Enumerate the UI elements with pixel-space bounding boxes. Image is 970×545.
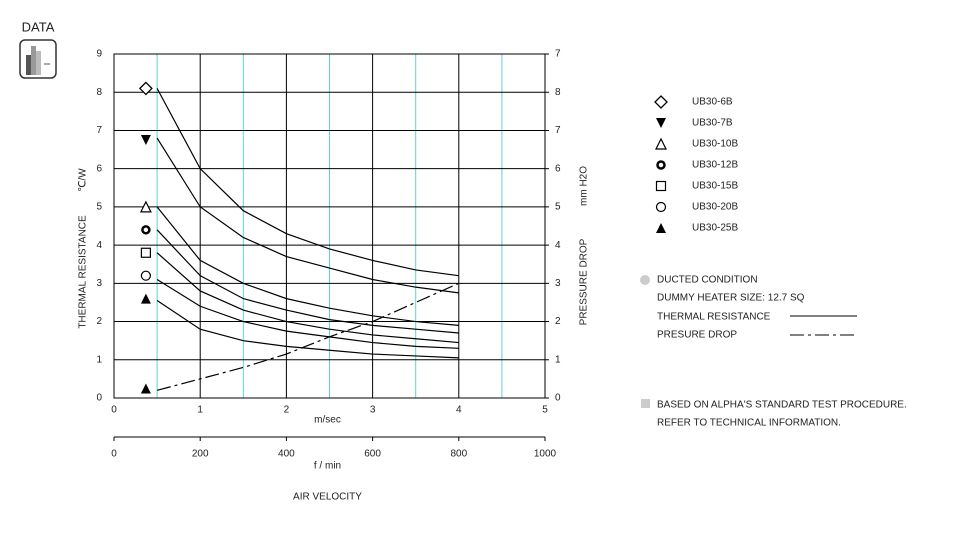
note: REFER TO TECHNICAL INFORMATION. [657,418,841,429]
note: DUMMY HEATER SIZE: 12.7 SQ [657,293,805,304]
data-icon [19,39,57,79]
y-tick-label: 5 [96,202,102,213]
legend-label: UB30-10B [692,139,738,150]
note: BASED ON ALPHA'S STANDARD TEST PROCEDURE… [657,400,907,411]
y2-tick-label: 0 [555,393,561,404]
note: DUCTED CONDITION [657,275,758,286]
note-bullet [641,399,650,408]
x2-tick-label: 0 [111,449,117,460]
plot-frame [113,53,546,399]
legend-label: UB30-20B [692,202,738,213]
y2-tick-label: 4 [555,240,561,251]
x2-tick-label: 600 [364,449,381,460]
legend-label: UB30-15B [692,181,738,192]
legend-label: UB30-7B [692,118,733,129]
x-tick-label: 5 [542,405,548,416]
series-marker [140,247,151,258]
y-tick-label: 2 [96,316,102,327]
axis-title: AIR VELOCITY [293,492,362,503]
series-marker [138,81,153,96]
legend-label: UB30-6B [692,97,733,108]
legend-symbol [655,201,667,213]
series-line [156,300,459,359]
y2-tick-label: 6 [555,163,561,174]
legend-symbol [656,223,666,233]
series-line [156,229,459,334]
y2-axis-label: PRESSURE DROP [579,238,590,325]
y2-tick-label: 5 [555,202,561,213]
y-axis-label: THERMAL RESISTANCE [78,215,89,329]
y-tick-label: 9 [96,49,102,60]
y2-tick-label: 8 [555,87,561,98]
x-axis-label: m/sec [314,415,341,426]
x2-tick-label: 1000 [534,449,557,460]
x2-tick-label: 400 [278,449,295,460]
series-marker [139,200,152,213]
y-tick-label: 8 [96,87,102,98]
series-line [156,137,459,294]
series-marker [140,270,151,281]
note: PRESURE DROP [657,330,737,341]
series-line [156,252,459,344]
y-tick-label: 3 [96,278,102,289]
x2-tick-label: 200 [192,449,209,460]
y2-tick-label: 2 [555,316,561,327]
series-marker [140,135,151,145]
series-line [156,88,459,277]
series-marker [141,225,151,235]
legend-symbol [654,95,668,109]
legend-symbol [655,180,667,192]
series-marker [140,383,151,394]
legend-symbol [655,137,667,150]
legend-symbol [656,160,666,170]
series-line [156,282,460,391]
y-tick-label: 4 [96,240,102,251]
x2-axis-label: f / min [314,461,341,472]
x-tick-label: 1 [197,405,203,416]
legend-label: UB30-12B [692,160,738,171]
y2-axis-unit: mm H2O [579,166,590,206]
x2-tick-label: 800 [450,449,467,460]
x-tick-label: 0 [111,405,117,416]
series-marker [140,293,151,304]
y-axis-unit: ℃/W [78,168,89,192]
y-tick-label: 1 [96,354,102,365]
y-tick-label: 0 [96,393,102,404]
legend-symbol [656,118,666,128]
x-tick-label: 3 [370,405,376,416]
y2-tick-label: 1 [555,354,561,365]
x-tick-label: 4 [456,405,462,416]
y2-tick-label: 3 [555,278,561,289]
y2-tick-label: 7 [555,49,561,60]
series-line [156,206,459,326]
series-line [156,279,459,349]
legend-label: UB30-25B [692,223,738,234]
data-label: DATA [22,19,55,34]
x-tick-label: 2 [284,405,290,416]
y-tick-label: 6 [96,163,102,174]
y2-tick-label: 7 [555,125,561,136]
note-bullet [640,275,650,285]
note: THERMAL RESISTANCE [657,312,771,323]
y-tick-label: 7 [96,125,102,136]
